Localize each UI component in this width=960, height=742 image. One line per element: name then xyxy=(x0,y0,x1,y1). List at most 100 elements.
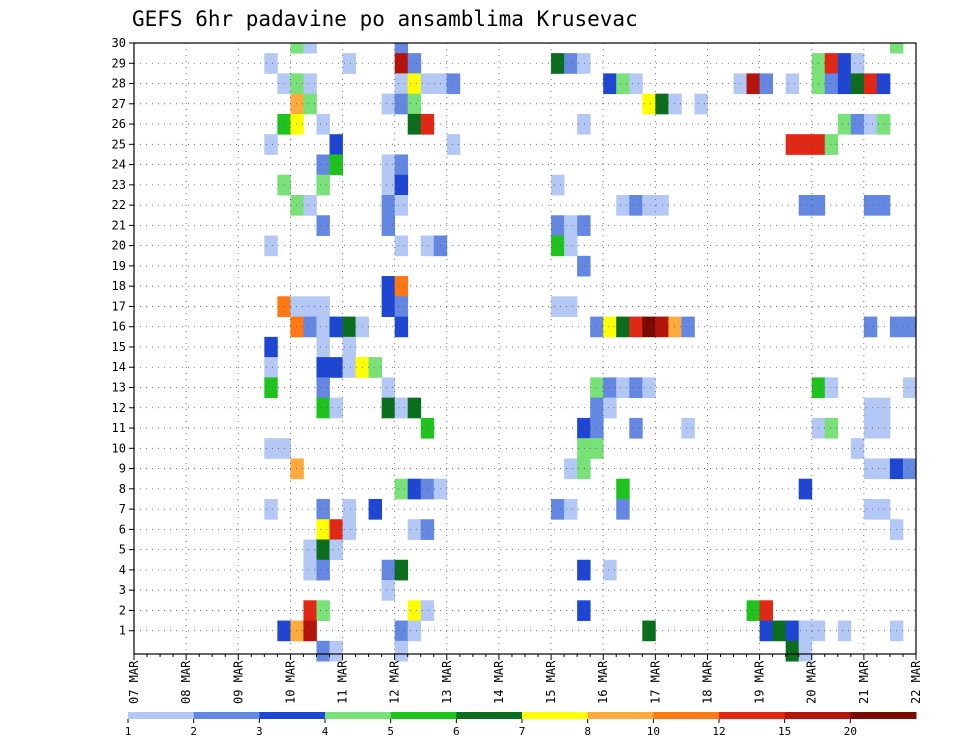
heatmap-cell xyxy=(577,255,591,277)
heatmap-cell xyxy=(316,113,330,135)
heatmap-cell xyxy=(824,73,839,95)
heatmap-cell xyxy=(316,640,330,662)
heatmap-cell xyxy=(837,53,852,74)
heatmap-cell xyxy=(863,498,878,520)
heatmap-cell xyxy=(264,377,278,399)
heatmap-cell xyxy=(303,559,317,581)
heatmap-cell xyxy=(577,458,591,480)
legend-label: 4 xyxy=(322,725,329,738)
y-tick-label: 15 xyxy=(112,340,126,354)
heatmap-cell xyxy=(746,73,760,95)
y-tick-label: 2 xyxy=(119,603,126,617)
heatmap-cell xyxy=(420,600,435,621)
heatmap-cell xyxy=(824,53,839,74)
y-tick-label: 18 xyxy=(112,279,126,293)
heatmap-cell xyxy=(863,73,878,95)
heatmap-cell xyxy=(902,377,917,399)
y-tick-label: 11 xyxy=(112,421,126,435)
heatmap-cell xyxy=(290,620,304,642)
heatmap-cell xyxy=(290,93,304,115)
heatmap-cell xyxy=(264,235,278,257)
heatmap-cell xyxy=(394,194,409,216)
heatmap-cell xyxy=(863,417,878,439)
heatmap-cell xyxy=(394,559,409,581)
heatmap-cell xyxy=(876,194,891,216)
heatmap-cell xyxy=(629,194,643,216)
legend-label: 1 xyxy=(125,725,132,738)
heatmap-cell xyxy=(824,134,839,155)
y-tick-label: 5 xyxy=(119,543,126,557)
heatmap-cell xyxy=(603,316,617,338)
heatmap-cell xyxy=(407,397,422,419)
heatmap-cell xyxy=(785,620,800,642)
heatmap-cell xyxy=(551,498,565,520)
heatmap-cell xyxy=(863,397,878,419)
y-tick-label: 20 xyxy=(112,239,126,253)
heatmap-cell xyxy=(785,134,800,155)
y-axis: 1234567891011121314151617181920212223242… xyxy=(112,36,134,638)
heatmap-cell xyxy=(381,296,396,317)
heatmap-cell xyxy=(329,397,343,419)
x-tick-label: 17 MAR xyxy=(648,660,662,704)
heatmap-cell xyxy=(329,357,343,378)
y-tick-label: 24 xyxy=(112,158,126,172)
heatmap-cell xyxy=(394,276,409,297)
heatmap-cell xyxy=(316,519,330,540)
legend-swatch xyxy=(653,712,720,719)
heatmap-cell xyxy=(407,73,422,95)
heatmap-cell xyxy=(342,498,356,520)
heatmap-cell xyxy=(863,316,878,338)
legend-swatch xyxy=(784,712,851,719)
heatmap-cell xyxy=(368,357,383,378)
heatmap-cell xyxy=(577,53,591,74)
legend-label: 8 xyxy=(584,725,591,738)
heatmap-cell xyxy=(824,377,839,399)
heatmap-cell xyxy=(303,296,317,317)
heatmap-cell xyxy=(876,458,891,480)
heatmap-cell xyxy=(798,194,813,216)
y-tick-label: 10 xyxy=(112,441,126,455)
chart-title: GEFS 6hr padavine po ansamblima Krusevac xyxy=(132,7,638,31)
heatmap-cell xyxy=(394,316,409,338)
heatmap-cell xyxy=(290,43,304,54)
heatmap-cell xyxy=(329,316,343,338)
heatmap-cell xyxy=(264,336,278,358)
heatmap-cell xyxy=(290,316,304,338)
heatmap-cell xyxy=(394,296,409,317)
heatmap-cell xyxy=(394,53,409,74)
heatmap-cell xyxy=(290,296,304,317)
heatmap-cell xyxy=(577,215,591,236)
x-tick-label: 21 MAR xyxy=(857,660,871,704)
heatmap-cell xyxy=(407,113,422,135)
heatmap-cell xyxy=(316,336,330,358)
heatmap-cell xyxy=(290,458,304,480)
heatmap-cell xyxy=(316,174,330,196)
heatmap-cell xyxy=(303,73,317,95)
x-tick-label: 20 MAR xyxy=(805,660,819,704)
heatmap-cell xyxy=(850,113,865,135)
heatmap-cell xyxy=(290,113,304,135)
heatmap-cell xyxy=(668,316,682,338)
heatmap-cell xyxy=(381,377,396,399)
heatmap-cell xyxy=(329,519,343,540)
heatmap-cell xyxy=(303,43,317,54)
heatmap-cell xyxy=(303,93,317,115)
heatmap-cell xyxy=(381,276,396,297)
heatmap-cell xyxy=(394,478,409,500)
heatmap-cell xyxy=(316,215,330,236)
heatmap-cell xyxy=(342,316,356,338)
y-tick-label: 27 xyxy=(112,97,126,111)
heatmap-cell xyxy=(407,93,422,115)
heatmap-cell xyxy=(889,43,904,54)
heatmap-cell xyxy=(394,43,409,54)
heatmap-cell xyxy=(394,93,409,115)
heatmap-cell xyxy=(551,235,565,257)
heatmap-cell xyxy=(564,215,578,236)
heatmap-cell xyxy=(316,498,330,520)
heatmap-cell xyxy=(394,640,409,662)
grid-lines xyxy=(134,42,916,654)
legend-swatch xyxy=(522,712,589,719)
heatmap-cell xyxy=(564,458,578,480)
x-tick-label: 12 MAR xyxy=(388,660,402,704)
heatmap-cell xyxy=(616,194,630,216)
